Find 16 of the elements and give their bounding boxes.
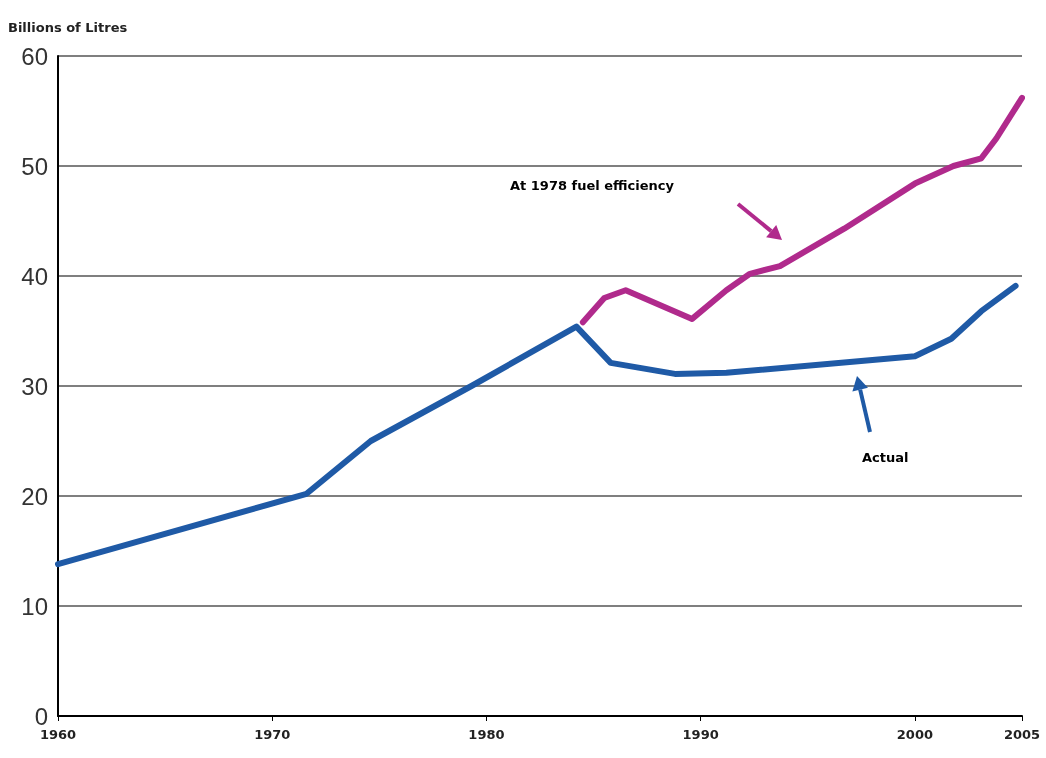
- y-tick-label: 20: [21, 482, 48, 510]
- y-tick-label: 40: [21, 262, 48, 290]
- y-tick-label: 60: [21, 42, 48, 70]
- x-tick-label: 1980: [468, 727, 505, 742]
- y-tick-label: 50: [21, 152, 48, 180]
- y-tick-label: 30: [21, 372, 48, 400]
- y-tick-label: 10: [21, 592, 48, 620]
- annotation: At 1978 fuel efficiency: [510, 178, 675, 193]
- x-tick-label: 1960: [39, 727, 77, 742]
- y-axis-title: Billions of Litres: [8, 20, 128, 35]
- y-tick-label: 0: [34, 702, 48, 730]
- x-tick-label: 2000: [896, 727, 933, 742]
- x-tick-label: 2005: [1003, 727, 1041, 742]
- annotation: Actual: [862, 450, 909, 465]
- x-tick-label: 1970: [254, 727, 291, 742]
- x-tick-label: 1990: [682, 727, 719, 742]
